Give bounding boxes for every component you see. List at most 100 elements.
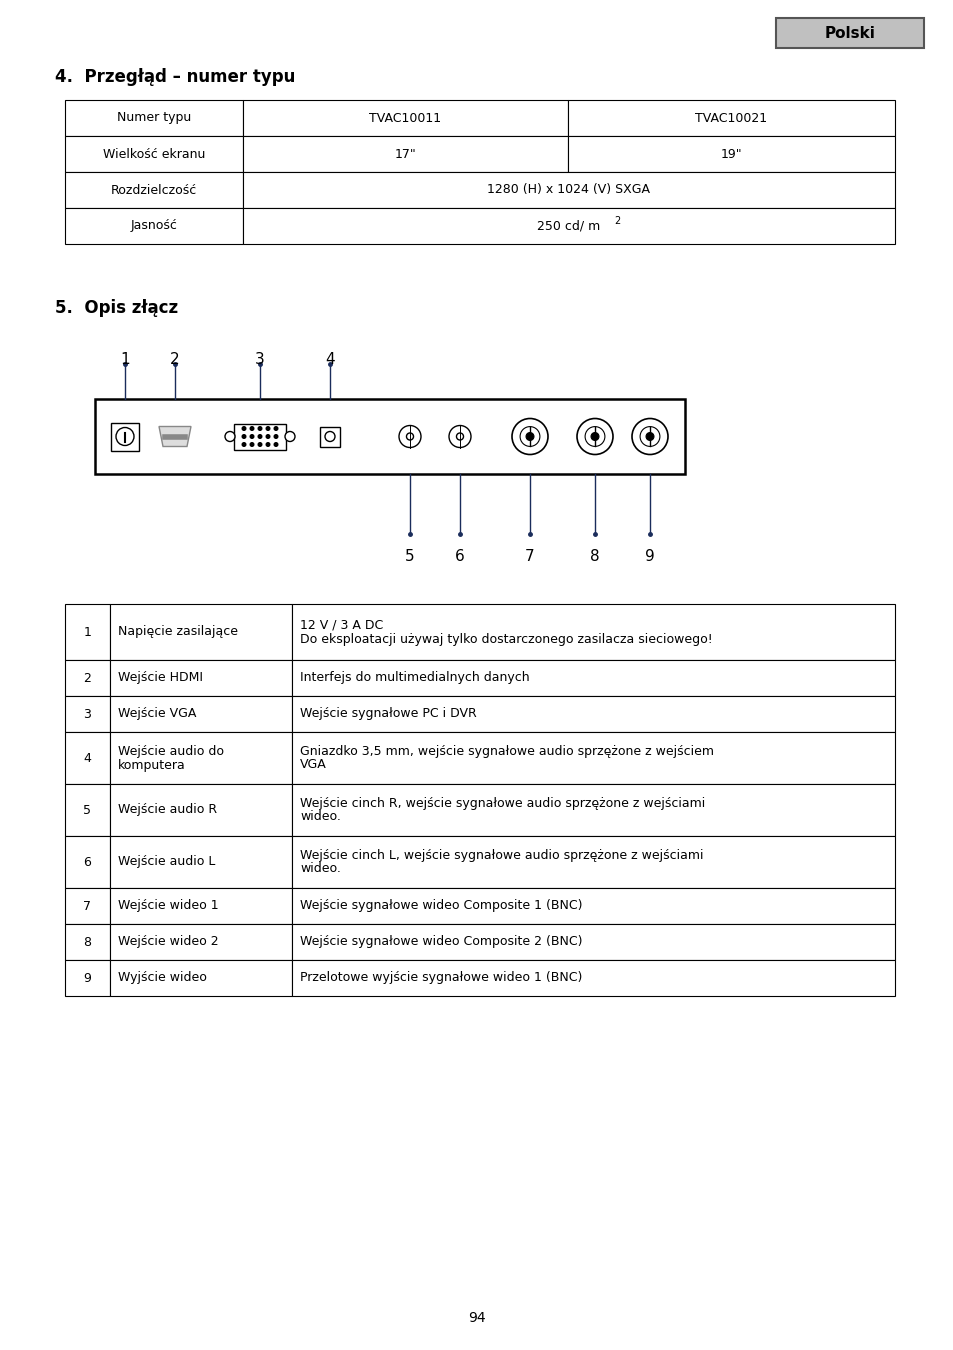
Bar xyxy=(292,888,894,923)
Circle shape xyxy=(242,443,246,447)
Circle shape xyxy=(274,427,277,431)
Circle shape xyxy=(525,432,534,440)
Text: Napięcie zasilające: Napięcie zasilające xyxy=(118,625,237,639)
Text: 9: 9 xyxy=(644,549,654,564)
Text: 5: 5 xyxy=(405,549,415,564)
Bar xyxy=(243,136,567,171)
Bar xyxy=(65,660,110,697)
Text: Wejście cinch L, wejście sygnałowe audio sprzężone z wejściami: Wejście cinch L, wejście sygnałowe audio… xyxy=(299,849,702,861)
Circle shape xyxy=(519,427,539,447)
Text: Wejście wideo 2: Wejście wideo 2 xyxy=(118,936,218,949)
Circle shape xyxy=(456,433,463,440)
Text: 17": 17" xyxy=(395,147,416,161)
Bar xyxy=(292,836,894,888)
Bar xyxy=(65,697,110,732)
Text: 94: 94 xyxy=(468,1311,485,1324)
Bar xyxy=(65,836,110,888)
Text: Jasność: Jasność xyxy=(131,220,177,232)
Bar xyxy=(775,18,923,49)
Bar xyxy=(243,171,894,208)
Bar xyxy=(110,923,292,960)
Text: Wejście audio do: Wejście audio do xyxy=(118,744,224,757)
Circle shape xyxy=(250,435,253,439)
Bar xyxy=(65,888,110,923)
Bar xyxy=(243,100,567,136)
Circle shape xyxy=(266,427,270,431)
Text: Polski: Polski xyxy=(823,26,875,40)
Bar xyxy=(110,732,292,784)
Text: 5: 5 xyxy=(84,803,91,817)
Text: 19": 19" xyxy=(720,147,741,161)
Circle shape xyxy=(250,427,253,431)
Text: wideo.: wideo. xyxy=(299,810,340,824)
Circle shape xyxy=(242,427,246,431)
Circle shape xyxy=(512,418,547,455)
Text: 2: 2 xyxy=(84,671,91,684)
Text: Wejście cinch R, wejście sygnałowe audio sprzężone z wejściami: Wejście cinch R, wejście sygnałowe audio… xyxy=(299,796,704,810)
Text: 2: 2 xyxy=(170,352,179,367)
Circle shape xyxy=(274,435,277,439)
Polygon shape xyxy=(159,427,191,447)
Text: 6: 6 xyxy=(455,549,464,564)
Bar xyxy=(65,100,243,136)
Text: 7: 7 xyxy=(525,549,535,564)
Text: Gniazdko 3,5 mm, wejście sygnałowe audio sprzężone z wejściem: Gniazdko 3,5 mm, wejście sygnałowe audio… xyxy=(299,744,713,757)
Text: TVAC10011: TVAC10011 xyxy=(369,112,441,124)
Bar xyxy=(110,836,292,888)
Text: Wejście audio R: Wejście audio R xyxy=(118,803,217,817)
Text: Przelotowe wyjście sygnałowe wideo 1 (BNC): Przelotowe wyjście sygnałowe wideo 1 (BN… xyxy=(299,972,581,984)
Bar xyxy=(319,427,339,447)
Bar xyxy=(292,603,894,660)
Bar xyxy=(292,923,894,960)
Bar xyxy=(111,423,139,451)
Text: 12 V / 3 A DC: 12 V / 3 A DC xyxy=(299,618,383,632)
Text: Do eksploatacji używaj tylko dostarczonego zasilacza sieciowego!: Do eksploatacji używaj tylko dostarczone… xyxy=(299,633,712,645)
Text: Numer typu: Numer typu xyxy=(117,112,191,124)
Bar xyxy=(292,660,894,697)
Text: 4: 4 xyxy=(325,352,335,367)
Text: 5.  Opis złącz: 5. Opis złącz xyxy=(55,298,178,317)
Text: 4.  Przegłąd – numer typu: 4. Przegłąd – numer typu xyxy=(55,68,295,86)
Text: 7: 7 xyxy=(84,899,91,913)
Circle shape xyxy=(591,432,598,440)
Bar xyxy=(95,400,684,474)
Bar xyxy=(110,697,292,732)
Text: 1280 (H) x 1024 (V) SXGA: 1280 (H) x 1024 (V) SXGA xyxy=(487,184,650,197)
Text: Wejście HDMI: Wejście HDMI xyxy=(118,671,203,684)
Text: Interfejs do multimedialnych danych: Interfejs do multimedialnych danych xyxy=(299,671,529,684)
Text: 3: 3 xyxy=(254,352,265,367)
Text: Wejście VGA: Wejście VGA xyxy=(118,707,196,721)
Text: 250 cd/ m: 250 cd/ m xyxy=(537,220,600,232)
Circle shape xyxy=(325,432,335,441)
Bar xyxy=(233,424,286,450)
Circle shape xyxy=(225,432,234,441)
Text: komputera: komputera xyxy=(118,759,186,771)
Bar xyxy=(110,784,292,836)
Text: 1: 1 xyxy=(120,352,130,367)
Text: 4: 4 xyxy=(84,752,91,764)
Bar xyxy=(65,923,110,960)
Text: Wejście sygnałowe PC i DVR: Wejście sygnałowe PC i DVR xyxy=(299,707,476,721)
Text: Rozdzielczość: Rozdzielczość xyxy=(111,184,197,197)
Bar xyxy=(110,960,292,996)
Text: Wejście sygnałowe wideo Composite 2 (BNC): Wejście sygnałowe wideo Composite 2 (BNC… xyxy=(299,936,582,949)
Circle shape xyxy=(266,443,270,447)
Circle shape xyxy=(242,435,246,439)
Circle shape xyxy=(449,425,471,447)
Circle shape xyxy=(250,443,253,447)
Circle shape xyxy=(116,428,133,446)
Bar xyxy=(110,660,292,697)
Text: 2: 2 xyxy=(613,216,619,225)
Circle shape xyxy=(258,427,261,431)
Circle shape xyxy=(645,432,653,440)
Bar xyxy=(65,732,110,784)
Text: 1: 1 xyxy=(84,625,91,639)
Bar xyxy=(567,136,894,171)
Circle shape xyxy=(631,418,667,455)
Circle shape xyxy=(266,435,270,439)
Bar xyxy=(243,208,894,244)
Bar xyxy=(65,603,110,660)
Bar xyxy=(567,100,894,136)
Circle shape xyxy=(584,427,604,447)
Circle shape xyxy=(406,433,413,440)
